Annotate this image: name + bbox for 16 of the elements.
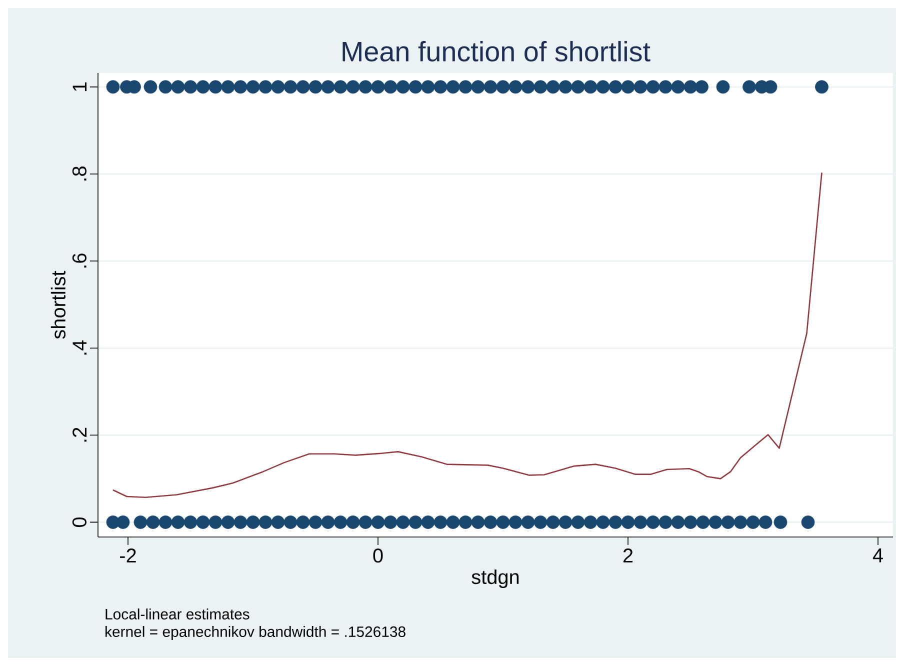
text: Local-linear estimates xyxy=(106,608,250,620)
x-tick-label: 4 xyxy=(872,548,883,562)
y-axis-title: shortlist xyxy=(50,270,66,339)
y-tick-label: .8 xyxy=(72,166,86,180)
x-tick-label: -2 xyxy=(120,548,136,562)
text: kernel = epanechnikov bandwidth = .1526138 xyxy=(106,626,406,640)
y-tick-label: .6 xyxy=(72,254,86,268)
y-tick-label: 0 xyxy=(72,517,86,527)
x-tick-label: 0 xyxy=(373,548,383,563)
y-tick-label: .4 xyxy=(72,340,86,355)
y-tick-label: 1 xyxy=(72,82,86,91)
line-series xyxy=(112,172,822,498)
x-axis-title: stdgn xyxy=(472,569,519,588)
y-tick-label: .2 xyxy=(72,428,86,442)
x-tick-label: 2 xyxy=(623,548,633,562)
chart-title: Mean function of shortlist xyxy=(342,41,650,62)
